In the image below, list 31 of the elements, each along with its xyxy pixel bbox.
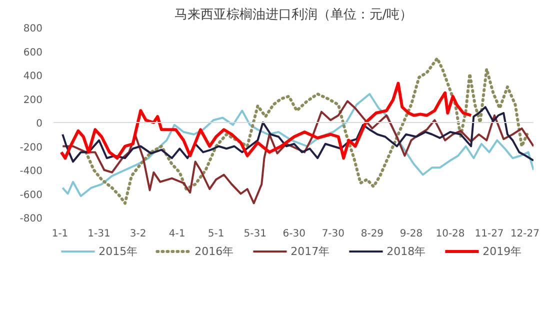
x-tick-label: 6-30	[282, 228, 306, 240]
x-tick-label: 3-2	[130, 228, 146, 240]
y-tick-label: 0	[36, 118, 43, 130]
y-tick-label: -400	[20, 166, 43, 177]
x-tick-label: 9-28	[400, 228, 423, 240]
legend-label: 2018年	[386, 245, 426, 258]
x-tick-label: 11-27	[474, 228, 504, 240]
x-tick-label: 7-30	[322, 228, 345, 240]
line-series	[62, 106, 534, 163]
y-tick-label: 200	[23, 94, 43, 106]
line-series	[60, 82, 473, 160]
y-tick-label: 400	[23, 71, 43, 82]
y-tick-label: -200	[20, 142, 43, 154]
chart-title: 马来西亚棕榈油进口利润（单位：元/吨）	[174, 8, 413, 22]
legend-label: 2017年	[290, 245, 330, 258]
x-tick-label: 4-1	[168, 228, 186, 240]
legend-label: 2015年	[98, 245, 138, 258]
x-tick-label: 12-27	[510, 228, 540, 240]
x-tick-label: 5-31	[244, 228, 266, 240]
x-tick-label: 5-1	[208, 228, 224, 240]
legend-label: 2019年	[482, 245, 522, 258]
y-tick-label: -600	[20, 190, 43, 201]
x-tick-label: 10-28	[436, 228, 465, 240]
line-series	[84, 56, 528, 205]
x-tick-label: 1-1	[52, 228, 68, 240]
y-tick-label: -800	[20, 214, 43, 224]
x-tick-label: 8-29	[360, 228, 384, 240]
y-tick-label: 800	[23, 24, 43, 34]
x-tick-label: 1-31	[88, 228, 110, 240]
y-tick-label: 600	[23, 47, 43, 58]
legend-label: 2016年	[194, 245, 234, 258]
